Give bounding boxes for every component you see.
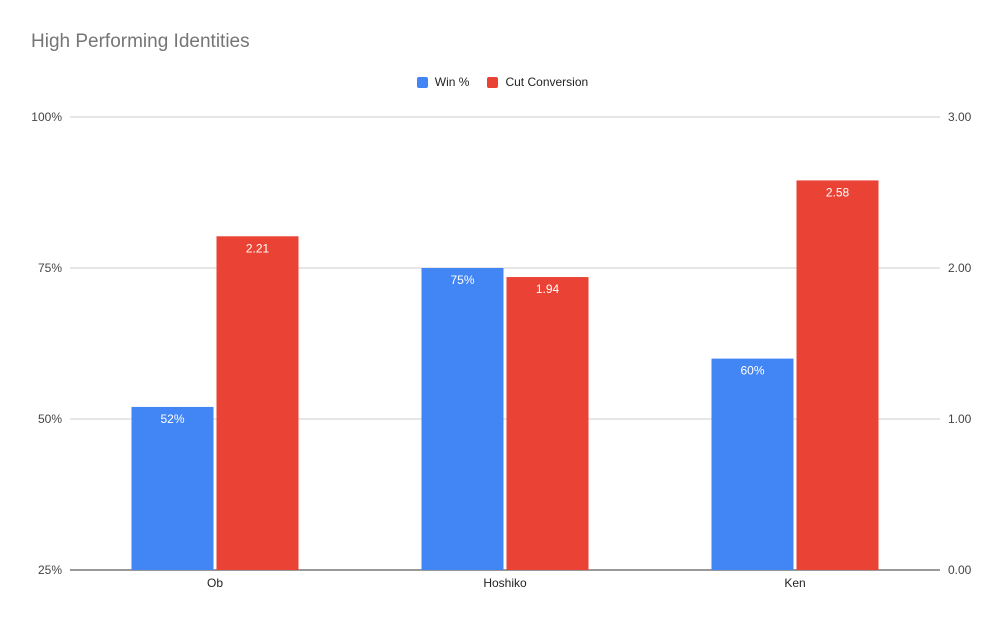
data-label-win: 60%: [740, 364, 764, 378]
data-label-cut-conversion: 1.94: [536, 282, 560, 296]
y-left-tick-label: 25%: [38, 563, 62, 577]
y-right-tick-label: 2.00: [948, 261, 972, 275]
data-label-cut-conversion: 2.58: [826, 185, 850, 199]
y-left-tick-label: 75%: [38, 261, 62, 275]
legend: Win % Cut Conversion: [0, 75, 1005, 89]
y-right-tick-label: 0.00: [948, 563, 972, 577]
x-tick-label: Ken: [784, 576, 805, 590]
legend-label-win: Win %: [434, 75, 470, 89]
legend-swatch-win: [416, 76, 428, 88]
legend-label-cut-conversion: Cut Conversion: [505, 75, 589, 89]
bar-win-ob: [131, 406, 214, 570]
legend-item-win[interactable]: Win %: [416, 75, 470, 89]
bar-cut-conversion-hoshiko: [506, 277, 589, 570]
data-label-cut-conversion: 2.21: [246, 241, 270, 255]
y-left-tick-label: 100%: [31, 110, 62, 124]
bar-cut-conversion-ob: [216, 236, 299, 571]
data-label-win: 52%: [160, 412, 184, 426]
bar-win-ken: [711, 358, 794, 570]
chart-title: High Performing Identities: [31, 31, 250, 52]
x-tick-label: Hoshiko: [483, 576, 527, 590]
bar-win-hoshiko: [421, 268, 504, 570]
bar-cut-conversion-ken: [796, 180, 879, 571]
legend-swatch-cut-conversion: [487, 76, 499, 88]
x-tick-label: Ob: [207, 576, 223, 590]
y-right-tick-label: 1.00: [948, 412, 972, 426]
y-right-tick-label: 3.00: [948, 110, 972, 124]
data-label-win: 75%: [450, 273, 474, 287]
legend-item-cut-conversion[interactable]: Cut Conversion: [487, 75, 588, 89]
y-left-tick-label: 50%: [38, 412, 62, 426]
